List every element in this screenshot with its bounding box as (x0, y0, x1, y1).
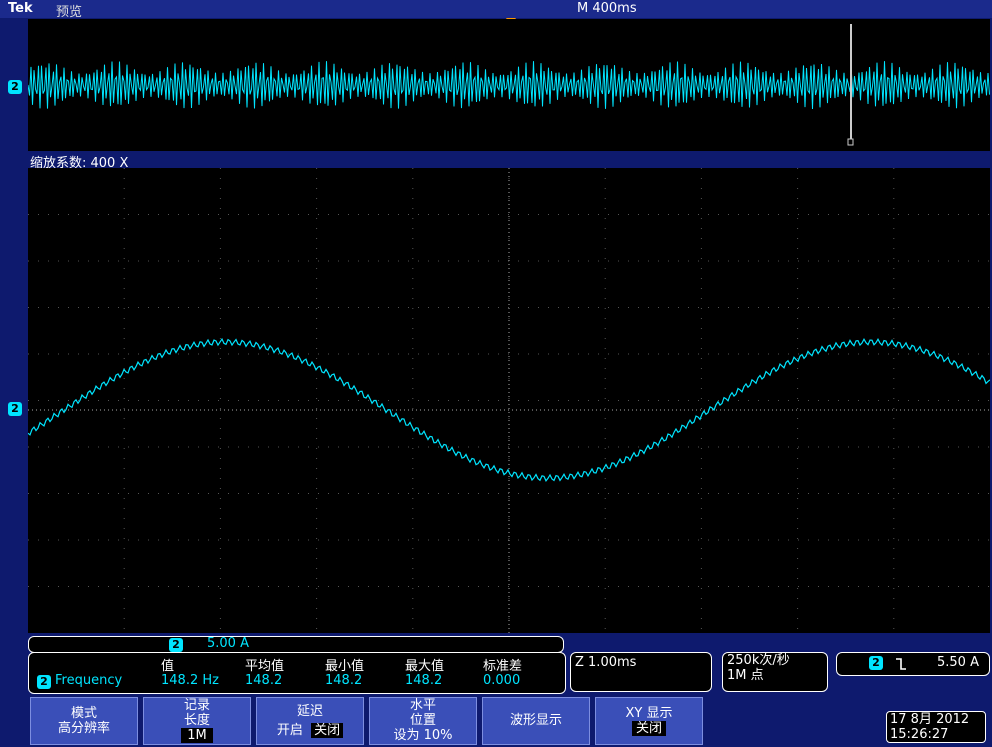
record-length-button[interactable]: 记录 长度 1M (143, 697, 251, 745)
trigger-channel-marker: 2 (869, 656, 883, 670)
xy-display-button[interactable]: XY 显示 关闭 (595, 697, 703, 745)
waveform-display-label: 波形显示 (509, 713, 562, 728)
scale-channel-marker: 2 (169, 638, 183, 652)
mode-button[interactable]: 模式 高分辨率 (30, 697, 138, 745)
meas-channel-marker: 2 (37, 675, 51, 689)
delay-on-option: 开启 (276, 723, 303, 738)
meas-min: 148.2 (325, 673, 363, 688)
record-label-1: 记录 (183, 698, 210, 713)
measurement-panel[interactable]: 值 平均值 最小值 最大值 标准差 2 Frequency 148.2 Hz 1… (28, 652, 566, 694)
meas-mean: 148.2 (245, 673, 283, 688)
delay-off-option: 关闭 (311, 723, 344, 738)
channel-2-ground-marker: 2 (8, 402, 22, 416)
delay-button[interactable]: 延迟 开启 关闭 (256, 697, 364, 745)
mode-label: 模式 (70, 706, 97, 721)
scale-readout[interactable]: 2 5.00 A (28, 636, 564, 653)
xy-display-label: XY 显示 (625, 706, 673, 721)
overview-trace (27, 61, 990, 110)
overview-window (27, 19, 990, 151)
horizontal-label-1: 水平 (409, 698, 436, 713)
main-graticule (27, 168, 991, 633)
xy-display-value: 关闭 (631, 721, 666, 736)
horizontal-position-button[interactable]: 水平 位置 设为 10% (369, 697, 477, 745)
overview-channel-marker: 2 (8, 80, 22, 94)
timebase-readout: M 400ms (577, 1, 637, 16)
trigger-readout[interactable]: 2 5.50 A (836, 652, 990, 676)
record-label-2: 长度 (183, 713, 210, 728)
meas-header-mean: 平均值 (245, 659, 285, 674)
meas-header-min: 最小值 (325, 659, 365, 674)
record-length-value: 1M (181, 728, 213, 743)
vertical-scale: 5.00 A (207, 636, 249, 651)
horizontal-set-10: 设为 10% (393, 728, 453, 743)
brand-logo: Tek (8, 1, 33, 16)
delay-label: 延迟 (296, 704, 323, 719)
meas-max: 148.2 (405, 673, 443, 688)
meas-header-max: 最大值 (405, 659, 445, 674)
meas-header-stddev: 标准差 (483, 659, 523, 674)
waveform-display-button[interactable]: 波形显示 (482, 697, 590, 745)
zoom-time-readout[interactable]: Z 1.00ms (570, 652, 712, 692)
date: 17 8月 2012 (890, 712, 970, 727)
sample-rate: 250k次/秒 (727, 653, 790, 668)
zoom-window-marker (850, 24, 852, 139)
trigger-level: 5.50 A (937, 655, 979, 670)
channel-2-trace (27, 337, 991, 482)
zoom-window-handle (847, 138, 854, 146)
mode-value: 高分辨率 (57, 721, 110, 736)
zoom-factor-label: 缩放系数: 400 X (30, 156, 129, 171)
meas-header-value: 值 (161, 659, 175, 674)
acquisition-mode: 预览 (56, 5, 83, 20)
title-bar (0, 0, 992, 18)
time: 15:26:27 (890, 727, 949, 742)
acquisition-readout[interactable]: 250k次/秒 1M 点 (722, 652, 828, 692)
main-waveform (27, 168, 991, 633)
record-points: 1M 点 (727, 668, 764, 683)
meas-stddev: 0.000 (483, 673, 521, 688)
meas-name: Frequency (55, 673, 123, 688)
horizontal-label-2: 位置 (409, 713, 436, 728)
meas-value: 148.2 Hz (161, 673, 219, 688)
falling-edge-icon (896, 658, 906, 670)
zoom-time: Z 1.00ms (575, 655, 637, 670)
overview-waveform (27, 24, 990, 146)
date-time-display: 17 8月 2012 15:26:27 (886, 711, 986, 743)
